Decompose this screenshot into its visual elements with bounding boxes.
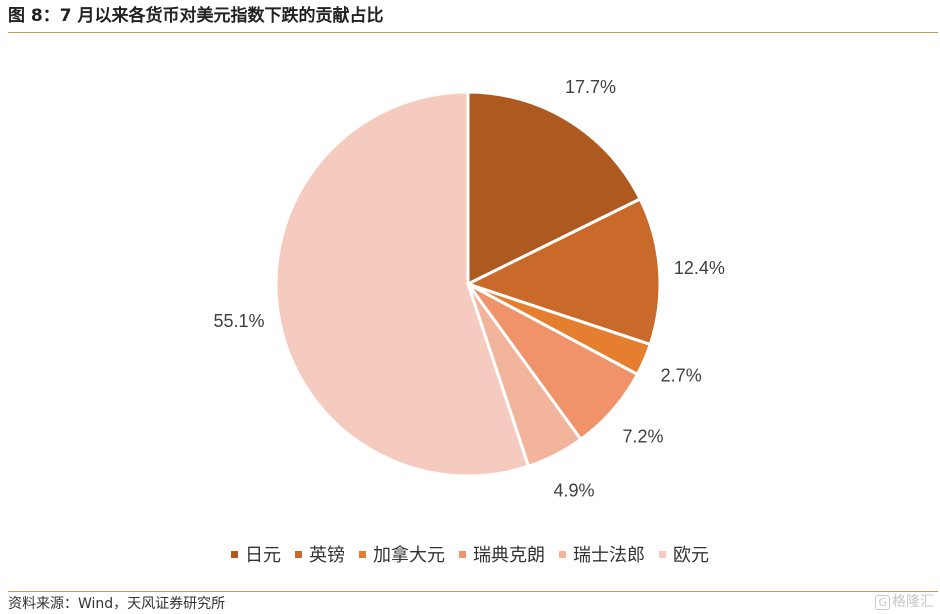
legend-swatch-2 — [359, 550, 366, 558]
pie-slice-5 — [274, 90, 530, 478]
data-label-0: 17.7% — [565, 77, 616, 97]
source-note: 资料来源：Wind，天风证券研究所 — [8, 596, 226, 612]
pie-data-labels: 17.7% 12.4% 2.7% 7.2% 4.9% 55.1% — [213, 77, 724, 500]
chart-legend: 日元 英镑 加拿大元 瑞典克朗 瑞士法郎 欧元 — [0, 541, 940, 567]
legend-item-0: 日元 — [231, 541, 281, 567]
data-label-3: 7.2% — [622, 426, 663, 446]
legend-swatch-5 — [659, 550, 666, 558]
data-label-2: 2.7% — [661, 366, 702, 386]
watermark-logo-icon: G — [875, 595, 890, 610]
legend-label-4: 瑞士法郎 — [573, 545, 645, 566]
legend-item-3: 瑞典克朗 — [459, 541, 545, 567]
title-rule — [8, 32, 938, 33]
chart-title: 图 8：7 月以来各货币对美元指数下跌的贡献占比 — [8, 6, 384, 26]
legend-label-1: 英镑 — [309, 545, 345, 566]
pie-slice-0 — [466, 90, 642, 286]
legend-item-2: 加拿大元 — [359, 541, 445, 567]
pie-slice-1 — [466, 197, 662, 346]
legend-item-1: 英镑 — [295, 541, 345, 567]
pie-slices — [274, 90, 662, 478]
legend-label-2: 加拿大元 — [373, 545, 445, 566]
data-label-5: 55.1% — [213, 311, 264, 331]
legend-label-5: 欧元 — [673, 545, 709, 566]
legend-label-0: 日元 — [245, 545, 281, 566]
legend-swatch-0 — [231, 550, 238, 558]
legend-item-4: 瑞士法郎 — [559, 541, 645, 567]
legend-item-5: 欧元 — [659, 541, 709, 567]
legend-swatch-3 — [459, 550, 466, 558]
source-rule — [8, 591, 938, 592]
data-label-1: 12.4% — [674, 258, 725, 278]
data-label-4: 4.9% — [553, 480, 594, 500]
watermark-text: 格隆汇 — [892, 594, 934, 610]
legend-swatch-4 — [559, 550, 566, 558]
legend-swatch-1 — [295, 550, 302, 558]
pie-chart: 17.7% 12.4% 2.7% 7.2% 4.9% 55.1% — [213, 77, 724, 500]
watermark: G 格隆汇 — [875, 592, 934, 612]
legend-label-3: 瑞典克朗 — [473, 545, 545, 566]
